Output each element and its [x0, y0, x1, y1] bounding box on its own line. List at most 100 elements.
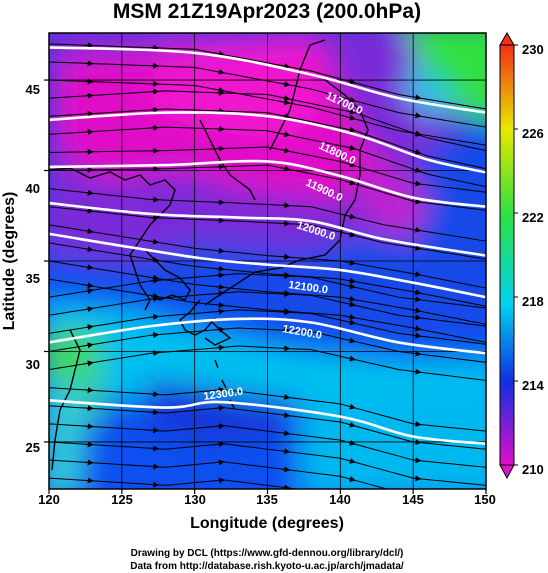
streamline-arrow — [281, 81, 291, 88]
streamline-arrow — [413, 296, 422, 303]
streamline-arrow — [347, 319, 356, 326]
contour-line-11900 — [49, 159, 486, 209]
streamline-arrow — [347, 283, 356, 290]
streamline-arrow — [282, 430, 291, 437]
streamline-arrow — [85, 189, 94, 196]
y-tick-label: 40 — [26, 181, 40, 196]
streamline-arrow — [150, 313, 160, 320]
streamline-arrow — [216, 247, 225, 254]
streamline-arrow — [413, 271, 422, 278]
y-tick-labels: 25 30 35 40 45 — [26, 82, 40, 455]
streamline-arrow — [281, 95, 291, 101]
x-tick-labels: 120 125 130 135 140 145 150 — [38, 492, 496, 507]
streamline-arrow — [347, 144, 356, 151]
streamline-arrow — [85, 306, 94, 313]
streamline-arrow — [413, 149, 422, 155]
streamline-arrow — [347, 108, 356, 115]
streamline-arrow — [85, 207, 94, 214]
streamline-arrow — [281, 165, 291, 172]
streamline-arrow — [413, 198, 422, 205]
streamline-arrow — [413, 226, 422, 233]
chart-title: MSM 21Z19Apr2023 (200.0hPa) — [113, 0, 421, 23]
axis-ticks — [44, 79, 487, 494]
y-axis-label: Latitude (degrees) — [1, 192, 18, 331]
streamline-arrow — [347, 337, 356, 344]
streamline-arrow — [150, 274, 160, 281]
streamline-arrow — [216, 405, 225, 412]
streamline-arrow — [85, 288, 94, 294]
contour-label-12300: 12300.0 — [203, 386, 244, 403]
credit-data: Data from http://database.rish.kyoto-u.a… — [130, 561, 404, 572]
streamline-arrow — [347, 78, 356, 85]
streamline-arrow — [282, 466, 291, 473]
colorbar-tick-label: 210 — [522, 462, 544, 477]
streamline-arrow — [216, 459, 225, 466]
streamline-arrow — [347, 403, 356, 410]
colorbar-max-arrow — [499, 32, 515, 46]
streamline-arrow — [347, 277, 356, 284]
colorbar-tick-label: 218 — [522, 294, 544, 309]
y-tick-label: 30 — [26, 357, 40, 372]
streamline-arrow — [85, 246, 94, 253]
credit-drawing: Drawing by DCL (https://www.gfd-dennou.o… — [131, 548, 404, 559]
contour-line-11800 — [49, 111, 486, 174]
streamline-arrow — [413, 130, 422, 137]
streamline-arrow — [347, 421, 356, 428]
streamline-arrow — [413, 475, 422, 482]
streamline-arrow — [216, 265, 225, 272]
x-tick-label: 135 — [256, 492, 278, 507]
streamline-arrow — [216, 283, 225, 290]
y-tick-label: 45 — [26, 82, 40, 97]
streamline-arrow — [347, 126, 356, 133]
x-axis-label: Longitude (degrees) — [190, 515, 344, 532]
streamline-arrow — [85, 264, 94, 271]
streamline-arrow — [413, 325, 422, 332]
colorbar: 210 214 218 222 226 230 — [499, 32, 544, 480]
streamline-arrow — [150, 238, 160, 245]
streamline-arrow — [216, 441, 225, 448]
x-tick-label: 145 — [402, 492, 424, 507]
streamline-arrow — [216, 87, 225, 93]
streamline-arrow — [347, 355, 356, 362]
x-tick-label: 140 — [329, 492, 351, 507]
streamline-arrow — [150, 350, 160, 357]
streamline-arrow — [216, 272, 225, 279]
streamline-arrow — [85, 324, 94, 331]
contour-line-12000 — [49, 201, 486, 257]
streamline-arrow — [413, 350, 422, 357]
streamline-arrow — [85, 282, 94, 289]
streamline-arrow — [347, 301, 356, 308]
streamline-arrow — [413, 307, 422, 314]
streamline-arrow — [282, 484, 291, 489]
colorbar-tick-label: 230 — [522, 42, 544, 57]
streamline-arrow — [347, 295, 356, 302]
contour-line-12100 — [49, 232, 486, 299]
x-tick-label: 130 — [184, 492, 206, 507]
streamline-arrow — [216, 302, 225, 309]
colorbar-min-arrow — [499, 464, 515, 480]
x-tick-label: 125 — [111, 492, 133, 507]
streamline-arrow — [281, 113, 291, 120]
streamline-arrow — [347, 179, 356, 186]
streamline-arrow — [413, 514, 420, 515]
colorbar-ticks — [514, 44, 518, 466]
contour-label-12100: 12100.0 — [288, 279, 329, 296]
contour-line-11700 — [49, 46, 486, 114]
streamline-arrow — [216, 68, 225, 75]
colorbar-tick-label: 214 — [522, 378, 544, 393]
streamline-arrow — [85, 360, 94, 367]
streamline-arrow — [281, 63, 291, 69]
streamline-arrow — [281, 131, 291, 138]
streamline-arrow — [413, 368, 422, 375]
streamline-arrow — [347, 458, 356, 464]
streamline-arrow — [150, 277, 160, 284]
streamline-arrow — [347, 259, 356, 266]
lat-lon-grid — [49, 33, 486, 489]
streamline-arrow — [281, 147, 291, 154]
streamline-arrow — [413, 244, 422, 251]
streamline-arrow — [216, 386, 225, 393]
x-tick-label: 150 — [474, 492, 496, 507]
streamline-arrow — [282, 271, 291, 278]
streamline-arrow — [216, 308, 225, 315]
